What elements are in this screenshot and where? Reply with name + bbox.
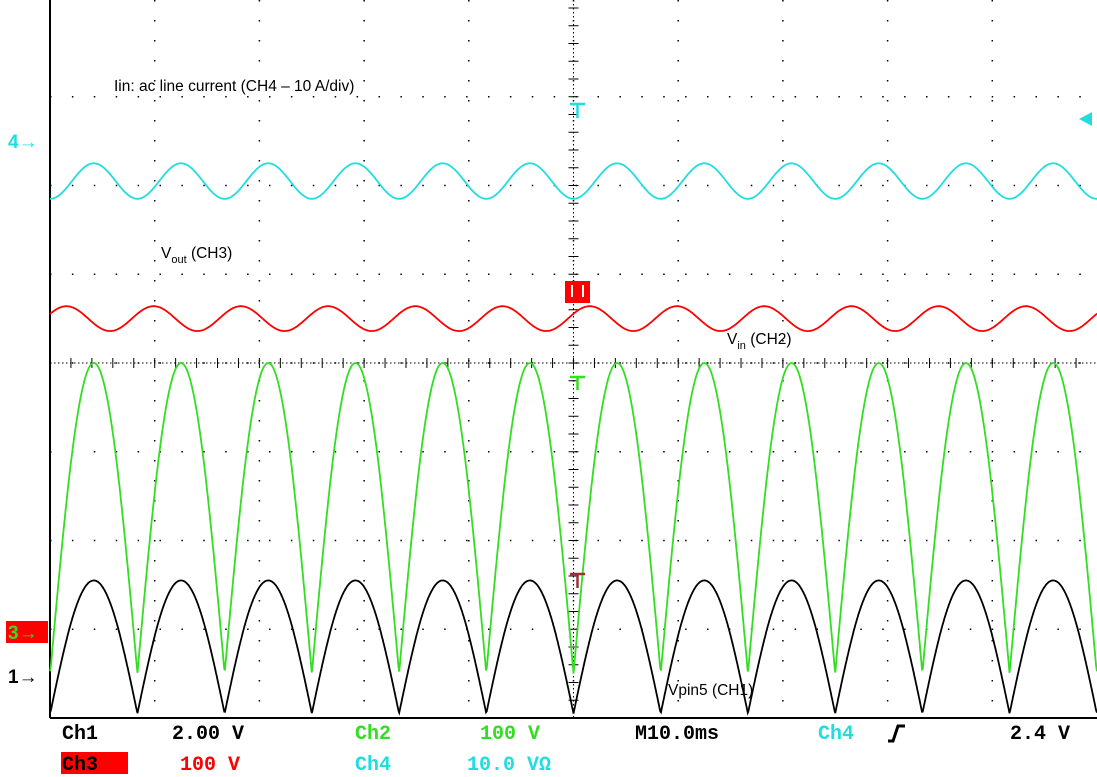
ch3-label: Ch3 bbox=[62, 754, 98, 777]
iin-annotation: Iin: ac line current (CH4 – 10 A/div) bbox=[114, 78, 354, 95]
trigger-level-arrow-icon bbox=[1079, 112, 1092, 126]
ch3-label-bg bbox=[61, 752, 128, 774]
trace-ch2 bbox=[49, 362, 1097, 674]
trigger-position-markers bbox=[565, 102, 590, 588]
trigger-source: Ch4 bbox=[818, 723, 854, 746]
trace-ch1 bbox=[49, 579, 1097, 716]
ch4-reference-marker: 4→ bbox=[8, 132, 38, 153]
ch4-label: Ch4 bbox=[355, 754, 391, 777]
ch3-reference-marker: 3→ bbox=[8, 623, 38, 644]
ch1-trigger-t-icon bbox=[570, 572, 585, 588]
ch1-reference-marker: 1→ bbox=[8, 667, 38, 688]
ch2-label: Ch2 bbox=[355, 723, 391, 746]
trace-ch3 bbox=[49, 305, 1097, 332]
vout-annotation: Vout (CH3) bbox=[161, 245, 232, 266]
ch1-label: Ch1 bbox=[62, 723, 98, 746]
trigger-level: 2.4 V bbox=[1010, 723, 1070, 746]
traces bbox=[49, 162, 1097, 716]
ch3-reference-marker-bg bbox=[6, 621, 48, 643]
graticule bbox=[49, 0, 1097, 719]
status-readout: Ch1 2.00 V Ch2 100 V M10.0ms Ch4 2.4 V C… bbox=[61, 723, 1070, 777]
vin-annotation: Vin (CH2) bbox=[727, 331, 792, 352]
ch4-scale: 10.0 VΩ bbox=[467, 754, 551, 777]
ch3-marker-box-icon bbox=[571, 285, 584, 297]
trace-ch4 bbox=[50, 162, 1097, 200]
ch3-scale: 100 V bbox=[180, 754, 240, 777]
ch3-marker-box bbox=[565, 281, 590, 303]
vpin5-annotation: Vpin5 (CH1) bbox=[668, 682, 753, 699]
timebase-readout: M10.0ms bbox=[635, 723, 719, 746]
ch2-trigger-t-icon bbox=[570, 375, 585, 390]
trigger-slope-icon bbox=[888, 724, 905, 743]
ch4-trigger-t-icon bbox=[570, 102, 585, 118]
ch1-scale: 2.00 V bbox=[172, 723, 244, 746]
ch2-scale: 100 V bbox=[480, 723, 540, 746]
